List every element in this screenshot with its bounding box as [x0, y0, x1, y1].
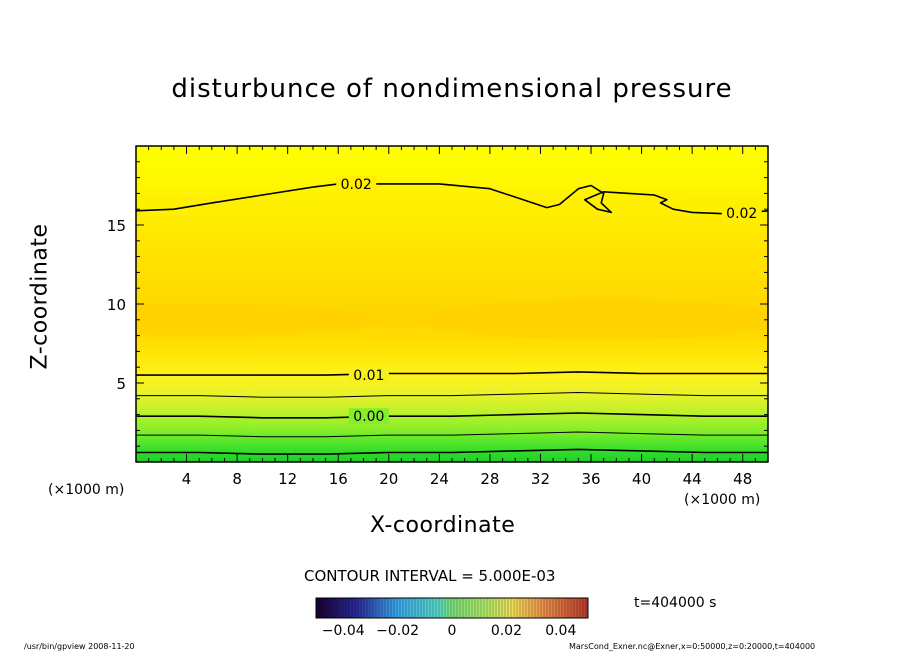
footer-left: /usr/bin/gpview 2008-11-20 — [24, 642, 135, 651]
contour-label-bg — [721, 205, 762, 222]
y-tick-label: 10 — [107, 296, 126, 314]
colorbar-frame — [315, 597, 589, 619]
colorbar-tick-label: −0.02 — [376, 623, 419, 639]
x-tick-label: 12 — [278, 470, 297, 488]
time-stamp: t=404000 s — [634, 595, 717, 611]
pressure-maxima — [136, 192, 768, 340]
x-unit-left: (×1000 m) — [48, 482, 125, 498]
contour-label: 0.00 — [353, 409, 384, 425]
x-tick-label: 20 — [379, 470, 398, 488]
x-tick-label: 24 — [430, 470, 449, 488]
contour-label: 0.01 — [353, 368, 384, 384]
x-tick-label: 28 — [480, 470, 499, 488]
x-tick-label: 32 — [531, 470, 550, 488]
x-tick-label: 44 — [683, 470, 702, 488]
colorbar-tick-label: 0.04 — [545, 623, 576, 639]
chart-title: disturbunce of nondimensional pressure — [171, 74, 733, 104]
colorbar-tick-label: −0.04 — [322, 623, 365, 639]
x-tick-label: 16 — [329, 470, 348, 488]
contour-line — [136, 183, 768, 215]
contour-label-bg — [348, 367, 389, 384]
x-tick-label: 40 — [632, 470, 651, 488]
x-tick-label: 4 — [182, 470, 192, 488]
x-tick-label: 8 — [232, 470, 242, 488]
x-unit-right: (×1000 m) — [684, 492, 761, 508]
contour-line — [136, 412, 768, 419]
colorbar-tick-label: 0.02 — [491, 623, 522, 639]
contour-label-bg — [348, 408, 389, 425]
contour-line — [136, 448, 768, 455]
y-tick-label: 15 — [107, 217, 126, 235]
x-tick-label: 36 — [581, 470, 600, 488]
colorbar-fill — [316, 598, 588, 618]
y-axis-label: Z-coordinate — [27, 223, 53, 370]
contour-line — [136, 371, 768, 376]
contour-labels: 0.02 0.02 0.01 0.00 — [336, 175, 762, 425]
contour-line — [136, 431, 768, 438]
x-tick-label: 48 — [733, 470, 752, 488]
colorbar-tick-label: 0 — [448, 623, 457, 639]
maximum-right — [418, 299, 768, 340]
footer-right: MarsCond_Exner.nc@Exner,x=0:50000,z=0:20… — [569, 642, 816, 651]
x-axis-label: X-coordinate — [370, 513, 516, 538]
contour-interval-text: CONTOUR INTERVAL = 5.000E-03 — [304, 567, 556, 585]
contour-lines — [136, 183, 768, 455]
yellow-band — [136, 192, 768, 211]
contour-label-bg — [336, 175, 377, 192]
y-tick-label: 5 — [116, 375, 126, 393]
contour-label: 0.02 — [726, 206, 757, 222]
contour-line — [136, 392, 768, 398]
maximum-left — [136, 303, 385, 336]
colorbar: −0.04 −0.02 0 0.02 0.04 — [315, 597, 589, 639]
contour-label: 0.02 — [341, 177, 372, 193]
